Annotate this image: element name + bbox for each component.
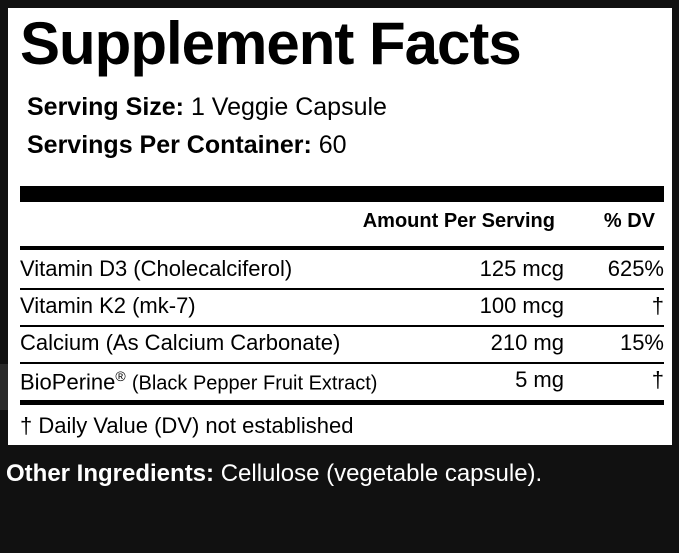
nutrient-dv: † [651,293,664,318]
header-divider [20,246,664,250]
serving-size-label: Serving Size: [27,93,184,121]
servings-per-container-value: 60 [318,131,347,159]
nutrient-name-detail: (Black Pepper Fruit Extract) [131,372,378,395]
nutrient-amount: 5 mg [515,367,564,392]
table-row: BioPerine® (Black Pepper Fruit Extract) … [20,364,664,398]
table-row: Calcium (As Calcium Carbonate) 210 mg 15… [20,327,664,361]
servings-per-container-label: Servings Per Container: [27,131,312,159]
other-ingredients-label: Other Ingredients: [6,460,215,487]
table-row: Vitamin K2 (mk-7) 100 mcg † [20,290,664,324]
dv-footnote: † Daily Value (DV) not established [20,413,354,438]
nutrient-name: Vitamin D3 (Cholecalciferol) [20,256,293,281]
registered-mark: ® [115,368,126,384]
nutrient-dv: 15% [619,330,664,355]
supplement-facts-panel: Supplement Facts Serving Size: 1 Veggie … [8,8,672,445]
nutrient-name: Vitamin K2 (mk-7) [20,293,196,318]
row-divider [20,325,664,327]
serving-size: Serving Size: 1 Veggie Capsule [27,95,387,120]
nutrient-name: BioPerine® (Black Pepper Fruit Extract) [20,369,377,393]
nutrient-amount: 100 mcg [479,293,564,318]
panel-title: Supplement Facts [20,10,522,77]
serving-size-value: 1 Veggie Capsule [190,93,387,121]
nutrient-name: Calcium (As Calcium Carbonate) [20,330,341,355]
amount-per-serving-header: Amount Per Serving [362,210,555,232]
left-edge-shadow [0,364,8,410]
nutrient-name-main: BioPerine [20,369,116,395]
nutrient-dv: 625% [607,256,664,281]
dv-header: % DV [603,210,655,232]
thick-divider [20,186,664,202]
row-divider [20,288,664,290]
bottom-divider [20,400,664,405]
nutrient-dv: † [651,367,664,392]
table-row: Vitamin D3 (Cholecalciferol) 125 mcg 625… [20,253,664,287]
row-divider [20,362,664,364]
nutrient-amount: 210 mg [490,330,564,355]
servings-per-container: Servings Per Container: 60 [27,133,347,158]
nutrient-amount: 125 mcg [479,256,564,281]
other-ingredients: Other Ingredients: Cellulose (vegetable … [6,462,542,486]
other-ingredients-value: Cellulose (vegetable capsule). [220,460,543,487]
